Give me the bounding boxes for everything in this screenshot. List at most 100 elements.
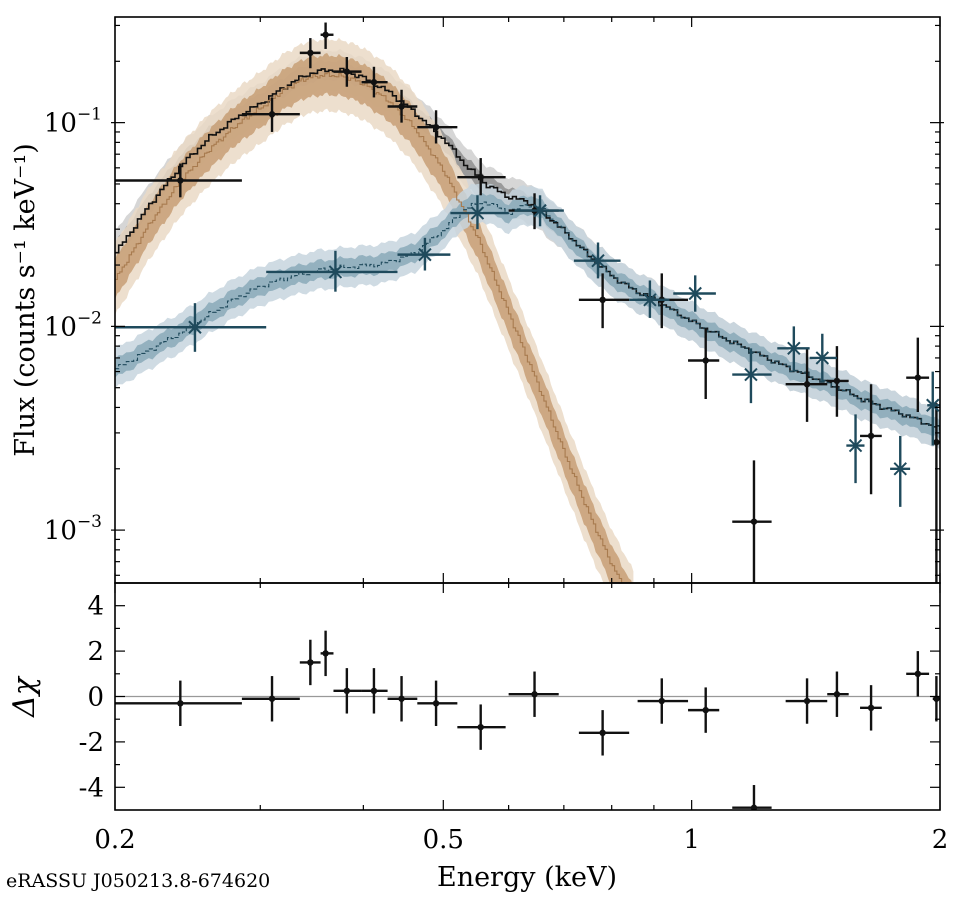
model-confidence-bands <box>115 36 940 583</box>
x-marker <box>643 293 657 307</box>
black-data-point <box>732 460 772 583</box>
dot-marker <box>658 697 665 705</box>
x-tick-label: 2 <box>932 825 949 855</box>
blue-data-point <box>514 195 564 227</box>
y-tick-label: 10−1 <box>44 105 102 139</box>
y-tick-label: -2 <box>79 728 104 758</box>
x-marker <box>926 398 940 412</box>
blue-data-point <box>115 303 267 352</box>
black-data-point <box>115 163 242 198</box>
black-data-point <box>320 22 334 49</box>
residual-point <box>299 639 321 686</box>
dot-marker <box>750 804 758 810</box>
x-marker <box>848 438 863 453</box>
dot-marker <box>933 439 940 446</box>
x-marker <box>893 462 907 476</box>
x-marker <box>688 286 702 301</box>
residual-point <box>241 676 300 722</box>
residual-point <box>785 678 828 724</box>
dot-marker <box>867 432 875 440</box>
x-marker <box>744 367 758 382</box>
dot-marker <box>398 103 405 110</box>
y-tick-label: 4 <box>87 592 104 622</box>
x-marker <box>188 320 202 334</box>
axis-labels: Flux (counts s⁻¹ keV⁻¹) Δχ Energy (keV) <box>7 143 617 893</box>
x-marker <box>591 254 605 268</box>
dot-marker <box>477 173 484 181</box>
blue-data-point <box>732 348 772 404</box>
blue-data-point <box>673 275 716 312</box>
blue-data-point <box>890 435 911 507</box>
blue-data-point <box>266 250 398 292</box>
y-tick-label: 2 <box>87 637 104 667</box>
residual-point <box>320 630 334 677</box>
dot-marker <box>268 695 276 702</box>
x-marker <box>533 203 547 218</box>
dot-marker <box>268 111 276 118</box>
residual-point <box>115 680 242 727</box>
bb-model-line <box>115 72 623 583</box>
black-data-point <box>785 348 828 422</box>
residual-point <box>932 676 940 722</box>
blue-data-point <box>809 333 837 383</box>
black-data-point <box>906 337 930 412</box>
black-data-point <box>299 38 321 69</box>
dot-marker <box>914 670 922 677</box>
dot-marker <box>343 68 351 75</box>
blue-data-point <box>573 242 621 279</box>
blue-data-point <box>629 280 670 318</box>
residual-point <box>827 671 849 717</box>
dot-marker <box>750 518 758 525</box>
residual-point <box>906 651 930 697</box>
dot-marker <box>599 729 606 737</box>
residual-point <box>387 676 418 722</box>
dot-marker <box>432 700 440 707</box>
top-ylabel: Flux (counts s⁻¹ keV⁻¹) <box>10 143 41 457</box>
dot-marker <box>307 659 314 666</box>
residual-point <box>688 687 720 733</box>
dot-marker <box>599 296 606 304</box>
blue-data-point <box>397 237 451 271</box>
black-data-point <box>688 328 720 400</box>
xlabel: Energy (keV) <box>437 862 617 893</box>
black-data-point <box>241 97 300 132</box>
x-tick-label: 0.5 <box>423 825 464 855</box>
axis-ticks: 0.2 0.5 1 2 10−1 10−2 10−3 4 2 0 -2 -4 <box>44 17 948 855</box>
blue-outer-band <box>115 182 940 451</box>
dot-marker <box>702 357 709 364</box>
dot-marker <box>307 49 314 57</box>
residual-point <box>860 685 882 731</box>
residual-point <box>637 678 689 724</box>
dot-marker <box>702 706 709 714</box>
black-data-point <box>578 273 630 329</box>
blue-inner-band <box>115 192 940 440</box>
residual-point <box>457 704 506 750</box>
dot-marker <box>531 691 538 698</box>
dot-marker <box>477 723 484 731</box>
dot-marker <box>398 695 405 702</box>
black-data-point <box>860 384 882 495</box>
blue-model-line <box>115 201 940 431</box>
black-data-point <box>417 110 458 144</box>
blue-data-point <box>450 195 509 230</box>
dot-marker <box>322 31 329 38</box>
y-tick-label: -4 <box>79 773 104 803</box>
blue-data-point <box>846 414 865 484</box>
dot-marker <box>803 697 811 705</box>
dot-marker <box>803 381 811 388</box>
dot-marker <box>914 374 922 381</box>
residual-point <box>417 680 458 727</box>
dot-marker <box>177 177 184 184</box>
x-tick-label: 0.2 <box>94 825 135 855</box>
dot-marker <box>177 700 184 707</box>
dot-marker <box>833 691 841 698</box>
black-data-point <box>361 66 388 98</box>
bottom-ylabel: Δχ <box>7 675 42 718</box>
x-tick-label: 1 <box>683 825 700 855</box>
dot-marker <box>833 377 841 385</box>
y-tick-label: 10−2 <box>44 308 102 342</box>
residual-point <box>361 668 388 714</box>
black-data-point <box>387 89 418 123</box>
x-marker <box>470 206 485 220</box>
